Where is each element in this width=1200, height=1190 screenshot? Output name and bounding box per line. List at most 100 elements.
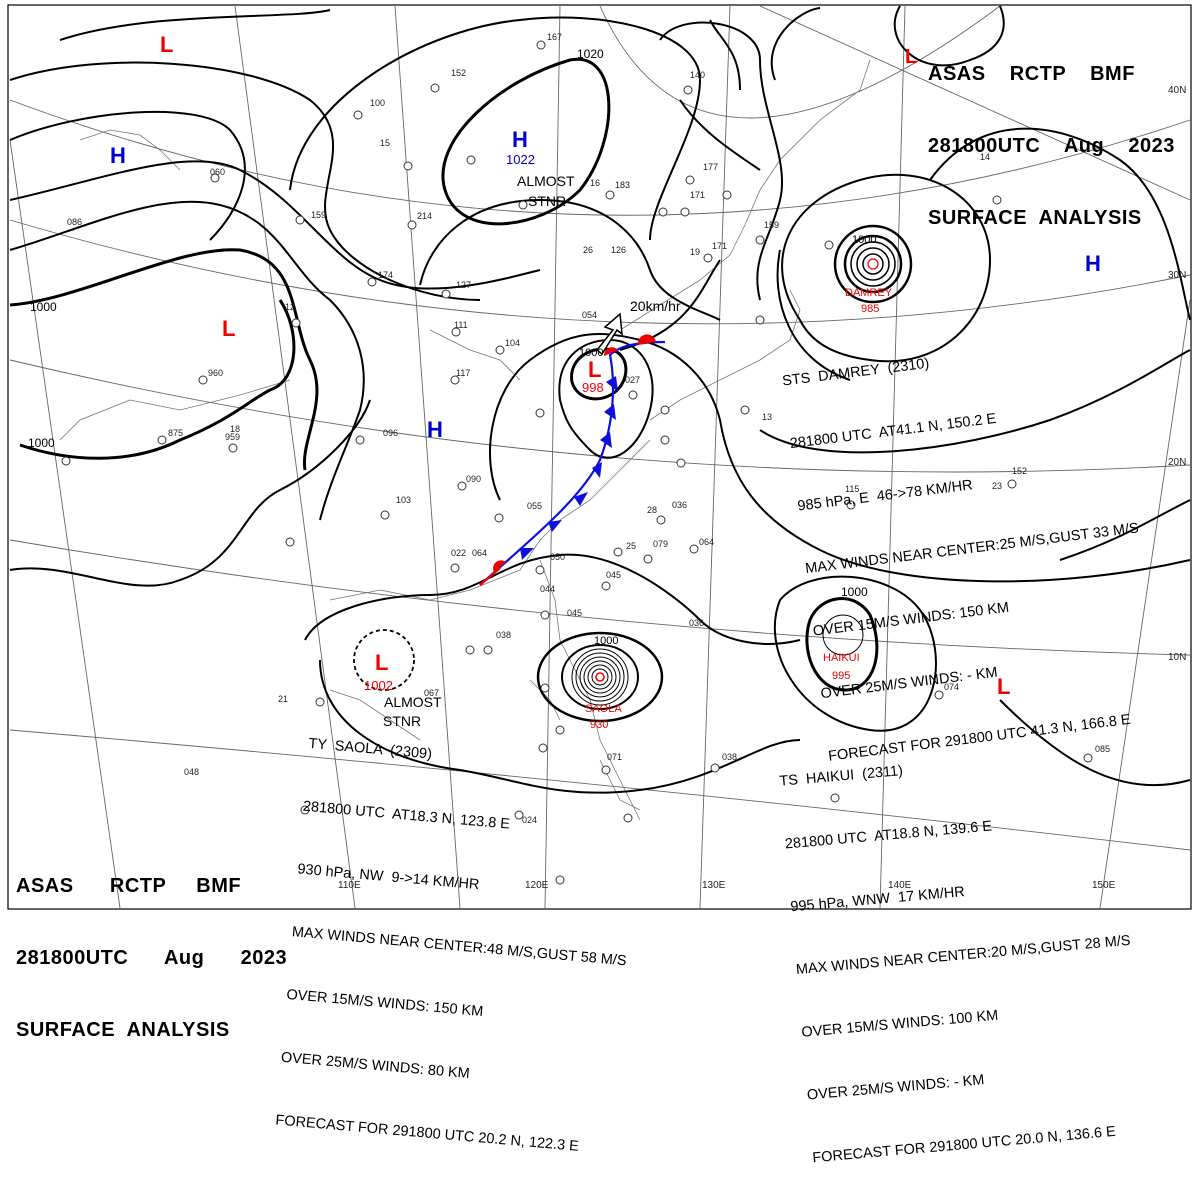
station-plots xyxy=(61,40,1093,885)
station-number: 024 xyxy=(522,815,537,825)
haikui-info-line: OVER 25M/S WINDS: - KM xyxy=(806,1072,986,1104)
station-number: 050 xyxy=(550,552,565,562)
haikui-info-line: FORECAST FOR 291800 UTC 20.0 N, 136.6 E xyxy=(811,1123,1117,1167)
station-number: 167 xyxy=(547,32,562,42)
station-number: 26 xyxy=(583,245,593,255)
station-number: 21 xyxy=(278,694,288,704)
haikui-info-line: 281800 UTC AT18.8 N, 139.6 E xyxy=(784,818,993,853)
haikui-info-line: TS HAIKUI (2311) xyxy=(778,763,904,790)
station-number: 086 xyxy=(67,217,82,227)
header-low-symbol: L xyxy=(905,46,917,68)
movement-arrow-icon xyxy=(595,312,623,356)
station-number: 23 xyxy=(992,481,1002,491)
station-number: 074 xyxy=(944,682,959,692)
lat-label-10: 10N xyxy=(1168,652,1186,663)
station-number: 25 xyxy=(626,541,636,551)
station-number: 079 xyxy=(653,539,668,549)
low-center-marker: L xyxy=(160,32,173,57)
station-number: 060 xyxy=(210,167,225,177)
station-number: 18 xyxy=(230,424,240,434)
station-number: 100 xyxy=(370,98,385,108)
station-number: 171 xyxy=(690,190,705,200)
saola-low-group: L 1002 ALMOST STNR xyxy=(364,650,442,729)
isobar-value-labels: 1020 1000 1000 1000 xyxy=(28,47,868,599)
saola-low-note: ALMOST xyxy=(384,694,442,710)
station-number: 174 xyxy=(378,270,393,280)
station-number: 038 xyxy=(722,752,737,762)
grid-labels: 110E 120E 130E 140E 150E 40N 30N 20N 10N xyxy=(338,85,1186,891)
storm-labels: 1000 DAMREY 985 1000 SAOLA 930 HAIKUI 99… xyxy=(585,234,893,731)
typhoon-saola-isobars xyxy=(536,631,664,723)
damrey-info-line: OVER 15M/S WINDS: 150 KM xyxy=(812,599,1010,640)
station-number: 959 xyxy=(225,432,240,442)
station-number: 126 xyxy=(611,245,626,255)
station-number: 159 xyxy=(311,210,326,220)
damrey-iso-label: 1000 xyxy=(852,234,876,246)
haikui-pressure: 995 xyxy=(832,670,850,682)
map-frame xyxy=(7,4,1192,910)
damrey-info-line: STS DAMREY (2310) xyxy=(781,355,931,390)
station-number: 027 xyxy=(625,375,640,385)
saola-name: SAOLA xyxy=(585,703,622,715)
header-bottom: ASAS RCTP BMF 281800UTC Aug 2023 SURFACE… xyxy=(16,826,287,1066)
station-number: 038 xyxy=(496,630,511,640)
damrey-info-line: 985 hPa, E 46->78 KM/HR xyxy=(796,477,974,515)
high-1022-group: 1022 ALMOST STNR xyxy=(506,152,575,209)
isobar-label-1000: 1000 xyxy=(28,436,55,450)
isobar-label-1000: 1000 xyxy=(30,300,57,314)
header-top: ASAS RCTP BMF 281800UTC Aug 2023 SURFACE… xyxy=(928,14,1175,254)
saola-info-line: 930 hPa, NW 9->14 KM/HR xyxy=(296,861,481,894)
typhoon-haikui-isobars xyxy=(822,614,864,656)
station-number: 152 xyxy=(451,68,466,78)
station-number: 183 xyxy=(615,180,630,190)
lon-label-110: 110E xyxy=(338,880,361,891)
high-1022-pressure: 1022 xyxy=(506,152,535,167)
station-number: 022 xyxy=(451,548,466,558)
front-low-group: L 1000 998 20km/hr xyxy=(579,298,681,395)
station-number: 111 xyxy=(454,320,468,330)
front-low-isobar-label: 1000 xyxy=(579,347,603,359)
station-number: 045 xyxy=(567,608,582,618)
station-number: 214 xyxy=(417,211,432,221)
haikui-info-line: OVER 15M/S WINDS: 100 KM xyxy=(800,1007,999,1041)
low-saola-dashed xyxy=(353,629,415,691)
saola-low-marker: L xyxy=(375,650,388,675)
lon-label-120: 120E xyxy=(525,880,549,891)
station-number: 067 xyxy=(424,688,439,698)
high-center-marker: H xyxy=(427,417,443,442)
station-number: 044 xyxy=(540,584,555,594)
station-number: 048 xyxy=(184,767,199,777)
saola-info-line: TY SAOLA (2309) xyxy=(307,735,433,763)
damrey-info-line: 281800 UTC AT41.1 N, 150.2 E xyxy=(789,410,998,453)
station-number: 085 xyxy=(1095,744,1110,754)
station-number: 064 xyxy=(699,537,714,547)
station-number: 960 xyxy=(208,368,223,378)
station-number: 152 xyxy=(1012,466,1027,476)
saola-info-line: OVER 15M/S WINDS: 150 KM xyxy=(285,986,484,1021)
isobars xyxy=(9,5,1191,794)
header-bottom-line3: SURFACE ANALYSIS xyxy=(16,1019,230,1041)
station-number: 054 xyxy=(582,310,597,320)
station-number: 13 xyxy=(762,412,772,422)
header-top-line3: SURFACE ANALYSIS xyxy=(928,207,1142,229)
header-bottom-line1: ASAS RCTP BMF xyxy=(16,875,242,897)
lat-label-20: 20N xyxy=(1168,457,1186,468)
high-1022-note: ALMOST xyxy=(517,173,575,189)
station-number: 103 xyxy=(396,495,411,505)
lat-label-40: 40N xyxy=(1168,85,1186,96)
damrey-name: DAMREY xyxy=(845,287,893,299)
saola-info-line: OVER 25M/S WINDS: 80 KM xyxy=(280,1049,471,1083)
front-low-marker: L xyxy=(588,357,601,382)
cold-front-triangles xyxy=(520,376,618,560)
station-number: 171 xyxy=(712,241,727,251)
station-values: 167 152 100 060 086 214 159 174 127 111 … xyxy=(67,32,1110,825)
header-top-line2: 281800UTC Aug 2023 xyxy=(928,135,1175,157)
lat-label-30: 30N xyxy=(1168,270,1186,281)
weather-map: 167 152 100 060 086 214 159 174 127 111 … xyxy=(7,4,1192,910)
damrey-info-line: MAX WINDS NEAR CENTER:25 M/S,GUST 33 M/S xyxy=(804,520,1140,578)
station-number: 12 xyxy=(285,302,295,312)
station-number: 036 xyxy=(689,618,704,628)
station-number: 117 xyxy=(456,368,470,378)
station-number: 045 xyxy=(606,570,621,580)
haikui-info-line: MAX WINDS NEAR CENTER:20 M/S,GUST 28 M/S xyxy=(795,932,1132,979)
